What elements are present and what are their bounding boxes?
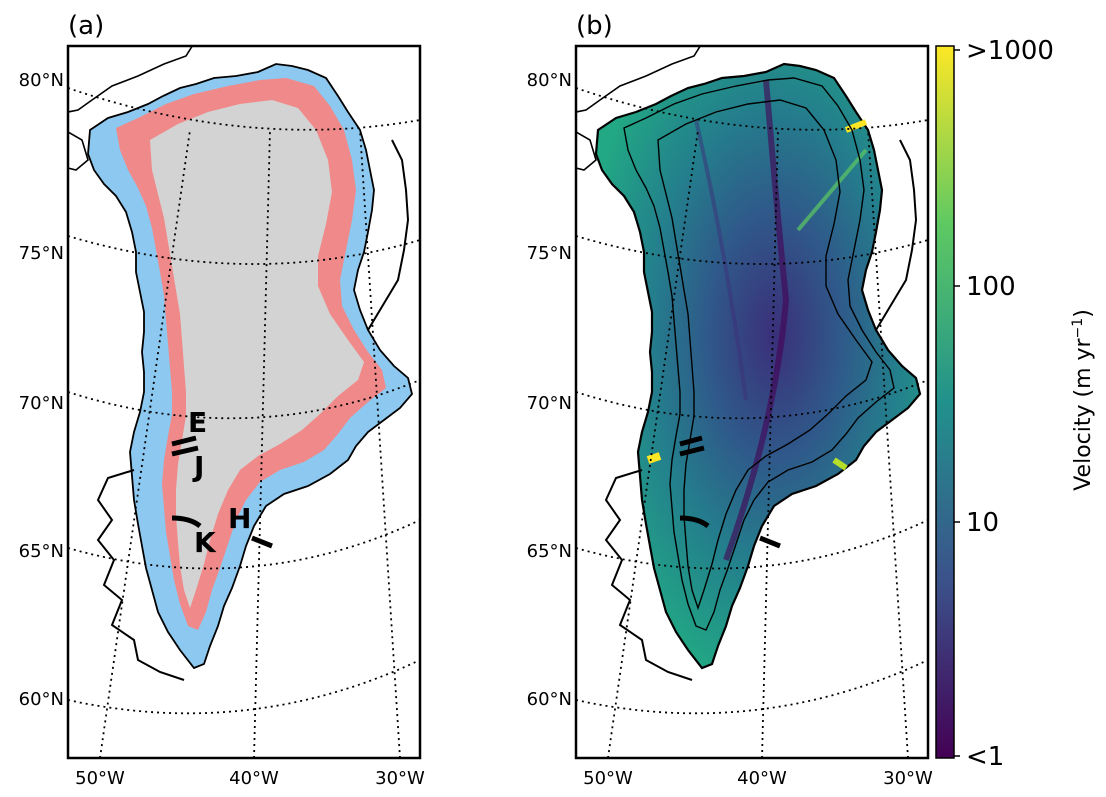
colorbar-tick-10: 10	[966, 508, 999, 538]
panel-b-map	[576, 46, 928, 758]
west-coastline	[96, 469, 185, 681]
lat-tick-80: 80°N	[19, 70, 64, 91]
west-coastline	[604, 469, 693, 681]
lon-tick-30: 30°W	[375, 768, 425, 789]
transect-k-line	[171, 515, 202, 529]
panel-a-lat-ticks: 80°N 75°N 70°N 65°N 60°N	[19, 70, 64, 710]
lat-tick-65: 65°N	[19, 541, 64, 562]
panel-a-graticule	[68, 87, 420, 758]
panel-a: (a)	[19, 11, 425, 789]
lat-tick-80: 80°N	[527, 70, 572, 91]
colorbar-ticks: >1000 100 10 <1	[966, 36, 1054, 772]
slow-flow-streak	[694, 119, 748, 401]
lon-tick-40: 40°W	[229, 768, 279, 789]
lat-tick-75: 75°N	[19, 243, 64, 264]
colorbar-tick-marks	[954, 49, 960, 757]
colorbar-gradient	[935, 45, 955, 759]
lat-tick-70: 70°N	[527, 393, 572, 414]
panel-a-label: (a)	[68, 11, 104, 41]
panel-a-lon-ticks: 50°W 40°W 30°W	[75, 768, 425, 789]
panel-a-frame	[66, 44, 422, 760]
negis-stream	[796, 148, 868, 232]
transect-h-line	[251, 535, 273, 549]
lon-tick-50: 50°W	[75, 768, 125, 789]
panel-a-map: E J K H	[68, 46, 420, 758]
colorbar-label: Velocity (m yr−1)	[1070, 309, 1096, 491]
outlet-jakobshavn	[646, 452, 662, 464]
panel-b-transects	[679, 435, 781, 549]
lon-tick-40: 40°W	[737, 768, 787, 789]
panel-b-graticule	[576, 87, 928, 758]
east-coastline	[875, 139, 918, 331]
lon-tick-50: 50°W	[583, 768, 633, 789]
lat-tick-60: 60°N	[19, 689, 64, 710]
panel-b-label: (b)	[576, 11, 613, 41]
panel-b-frame	[574, 44, 930, 760]
panel-b: (b)	[527, 11, 933, 789]
colorbar-label-close: )	[1071, 309, 1096, 318]
lat-tick-70: 70°N	[19, 393, 64, 414]
transect-k-label: K	[194, 526, 217, 559]
transect-j-label: J	[192, 450, 204, 483]
panel-b-lon-ticks: 50°W 40°W 30°W	[583, 768, 933, 789]
lat-tick-75: 75°N	[527, 243, 572, 264]
panel-b-lat-ticks: 80°N 75°N 70°N 65°N 60°N	[527, 70, 572, 710]
transects	[171, 435, 273, 549]
colorbar-tick-max: >1000	[966, 36, 1054, 66]
transect-j-line	[171, 445, 199, 457]
colorbar-tick-100: 100	[966, 272, 1016, 302]
colorbar-tick-min: <1	[966, 742, 1004, 772]
colorbar: >1000 100 10 <1 Velocity (m yr−1)	[935, 36, 1096, 772]
lat-tick-60: 60°N	[527, 689, 572, 710]
colorbar-label-main: Velocity (m yr	[1071, 337, 1096, 490]
outlet-kangerdlugssuaq	[832, 457, 848, 471]
transect-h-label: H	[228, 502, 251, 535]
lat-tick-65: 65°N	[527, 541, 572, 562]
transect-labels: E J K H	[188, 406, 251, 559]
transect-e-label: E	[188, 406, 207, 439]
east-coastline	[367, 139, 410, 331]
transect-e-line	[171, 435, 197, 447]
colorbar-label-sup: −1	[1070, 318, 1086, 339]
ice-divide	[723, 79, 790, 562]
outlet-79n	[844, 119, 868, 133]
lon-tick-30: 30°W	[883, 768, 933, 789]
